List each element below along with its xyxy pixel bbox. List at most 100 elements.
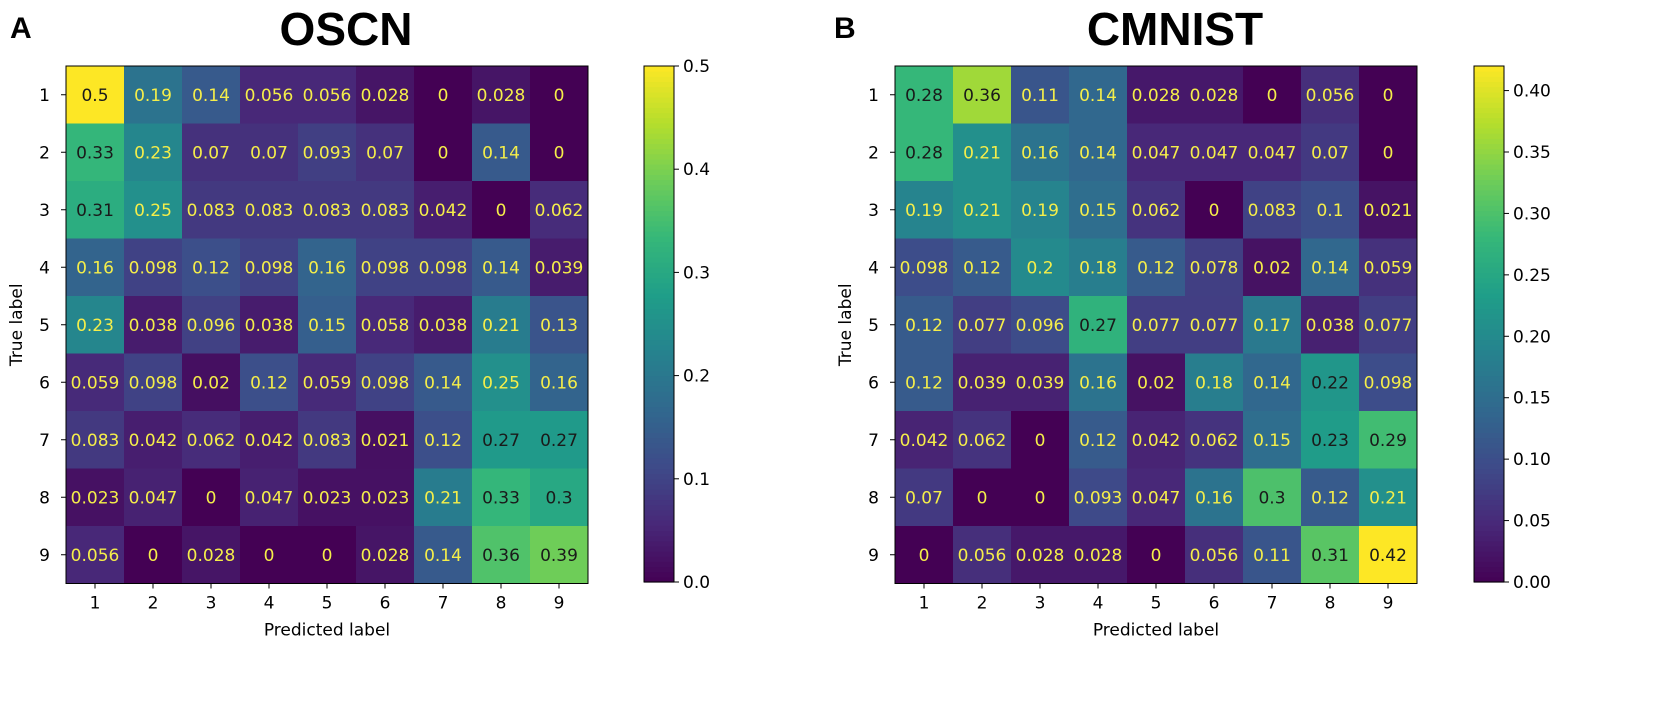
colorbar-segment bbox=[1474, 349, 1504, 356]
colorbar-tick-label: 0.00 bbox=[1513, 573, 1551, 593]
heatmap-cell bbox=[1185, 238, 1244, 297]
colorbar-segment bbox=[1474, 102, 1504, 108]
heatmap-cell bbox=[1243, 296, 1302, 354]
colorbar-segment bbox=[644, 205, 674, 212]
heatmap-cell bbox=[1301, 123, 1360, 182]
y-tick-label: 1 bbox=[39, 86, 50, 106]
colorbar-segment bbox=[1474, 143, 1504, 150]
colorbar-segment bbox=[644, 535, 674, 542]
colorbar-segment bbox=[1474, 251, 1504, 258]
colorbar-segment bbox=[1474, 138, 1504, 144]
colorbar-frame bbox=[1473, 65, 1505, 583]
cell-value-label: 0.056 bbox=[303, 86, 352, 106]
colorbar-segment bbox=[644, 556, 674, 562]
cell-value-label: 0.16 bbox=[1021, 143, 1059, 163]
heatmap-cell bbox=[414, 238, 473, 297]
colorbar-segment bbox=[1474, 380, 1504, 387]
colorbar-segment bbox=[1474, 267, 1504, 273]
heatmap-cell bbox=[240, 411, 299, 469]
colorbar-tick-label: 0.5 bbox=[683, 57, 710, 77]
cell-value-label: 0 bbox=[977, 488, 988, 508]
colorbar-tick-label: 0.1 bbox=[683, 470, 710, 490]
cell-value-label: 0.11 bbox=[1253, 546, 1291, 566]
colorbar-tick-label: 0.35 bbox=[1513, 143, 1551, 163]
heatmap-cell bbox=[66, 411, 125, 469]
panel-a-letter: A bbox=[10, 12, 32, 45]
heatmap-cell bbox=[182, 66, 241, 124]
cell-value-label: 0.028 bbox=[1016, 546, 1065, 566]
cell-value-label: 0.042 bbox=[419, 201, 468, 221]
colorbar-segment bbox=[1474, 262, 1504, 268]
cell-value-label: 0.028 bbox=[477, 86, 526, 106]
cell-value-label: 0.14 bbox=[1253, 373, 1291, 393]
cell-value-label: 0.083 bbox=[71, 431, 120, 451]
colorbar-segment bbox=[644, 329, 674, 335]
colorbar-segment bbox=[644, 427, 674, 433]
colorbar-segment bbox=[1474, 375, 1504, 382]
colorbar-segment bbox=[644, 520, 674, 526]
colorbar-segment bbox=[644, 416, 674, 423]
cell-value-label: 0.23 bbox=[134, 143, 172, 163]
heatmap-cell bbox=[356, 123, 415, 182]
colorbar-segment bbox=[644, 236, 674, 243]
heatmap-cell bbox=[1011, 526, 1070, 584]
colorbar-segment bbox=[1474, 256, 1504, 263]
colorbar-segment bbox=[1474, 576, 1504, 583]
colorbar-segment bbox=[644, 246, 674, 253]
colorbar-segment bbox=[1474, 81, 1504, 88]
colorbar-segment bbox=[1474, 339, 1504, 346]
colorbar-segment bbox=[644, 525, 674, 531]
heatmap-cell bbox=[124, 238, 183, 297]
cell-value-label: 0.042 bbox=[900, 431, 949, 451]
cell-value-label: 0.27 bbox=[540, 431, 578, 451]
cell-value-label: 0.083 bbox=[361, 201, 410, 221]
cell-value-label: 0.5 bbox=[81, 86, 108, 106]
heatmap-cell bbox=[1301, 238, 1360, 297]
colorbar-segment bbox=[1474, 509, 1504, 516]
colorbar-segment bbox=[644, 370, 674, 377]
colorbar-segment bbox=[644, 473, 674, 480]
colorbar-frame bbox=[643, 65, 675, 583]
cell-value-label: 0.14 bbox=[1311, 258, 1349, 278]
colorbar-segment bbox=[1474, 272, 1504, 279]
colorbar-segment bbox=[644, 530, 674, 537]
cell-value-label: 0.021 bbox=[1364, 201, 1413, 221]
cell-value-label: 0 bbox=[322, 546, 333, 566]
x-tick-label: 1 bbox=[919, 594, 930, 614]
colorbar-segment bbox=[644, 179, 674, 186]
heatmap-cell bbox=[1127, 181, 1186, 239]
heatmap-cell bbox=[530, 411, 589, 469]
cell-value-label: 0.19 bbox=[1021, 201, 1059, 221]
heatmap-cell bbox=[530, 238, 589, 297]
x-tick-label: 2 bbox=[148, 594, 159, 614]
colorbar-segment bbox=[644, 447, 674, 454]
heatmap-cell bbox=[1359, 526, 1418, 584]
heatmap-cell bbox=[124, 468, 183, 527]
cell-value-label: 0.12 bbox=[905, 373, 943, 393]
colorbar-segment bbox=[644, 344, 674, 351]
heatmap-cell bbox=[66, 468, 125, 527]
colorbar-segment bbox=[1474, 551, 1504, 557]
heatmap-cell bbox=[124, 353, 183, 412]
heatmap-cell bbox=[1359, 468, 1418, 527]
heatmap-cell bbox=[472, 468, 531, 527]
colorbar-segment bbox=[1474, 241, 1504, 248]
colorbar-segment bbox=[1474, 225, 1504, 232]
heatmap-cell bbox=[124, 411, 183, 469]
colorbar-segment bbox=[644, 375, 674, 382]
heatmap-cell bbox=[1359, 66, 1418, 124]
colorbar-segment bbox=[644, 551, 674, 557]
colorbar-segment bbox=[1474, 416, 1504, 423]
heatmap-cell bbox=[1069, 353, 1128, 412]
cell-value-label: 0.083 bbox=[1248, 201, 1297, 221]
colorbar-segment bbox=[1474, 169, 1504, 175]
heatmap-cell bbox=[953, 181, 1012, 239]
colorbar-tick-label: 0.05 bbox=[1513, 512, 1551, 532]
heatmap-cell bbox=[1243, 353, 1302, 412]
colorbar-segment bbox=[1474, 298, 1504, 304]
colorbar-segment bbox=[1474, 489, 1504, 495]
colorbar-segment bbox=[644, 545, 674, 552]
colorbar-tick-label: 0.10 bbox=[1513, 450, 1551, 470]
heatmap-cell bbox=[895, 123, 954, 182]
